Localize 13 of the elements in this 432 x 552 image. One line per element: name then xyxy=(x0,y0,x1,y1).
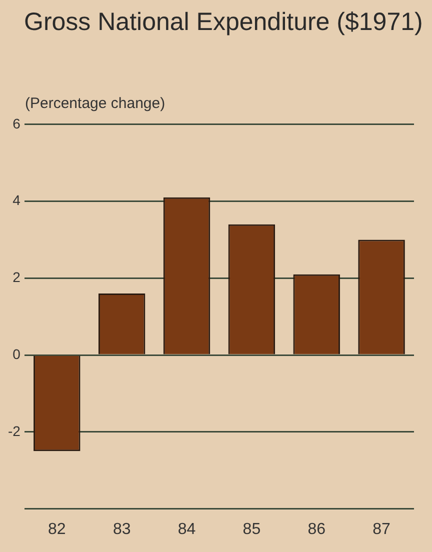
y-tick-label: 0 xyxy=(12,346,21,362)
x-tick-label: 83 xyxy=(112,520,131,538)
x-tick-label: 87 xyxy=(372,520,391,538)
x-tick-label: 82 xyxy=(48,520,66,538)
x-tick-label: 84 xyxy=(178,520,196,538)
y-tick-label: 4 xyxy=(12,192,21,208)
x-tick-label: 85 xyxy=(242,520,261,538)
chart-title: Gross National Expenditure ($1971) xyxy=(24,8,424,37)
y-tick-label: 2 xyxy=(12,269,21,286)
y-tick-label: -2 xyxy=(8,422,21,439)
y-tick-label: 6 xyxy=(12,115,21,132)
x-tick-label: 86 xyxy=(308,520,326,538)
y-axis-title: (Percentage change) xyxy=(25,95,166,112)
